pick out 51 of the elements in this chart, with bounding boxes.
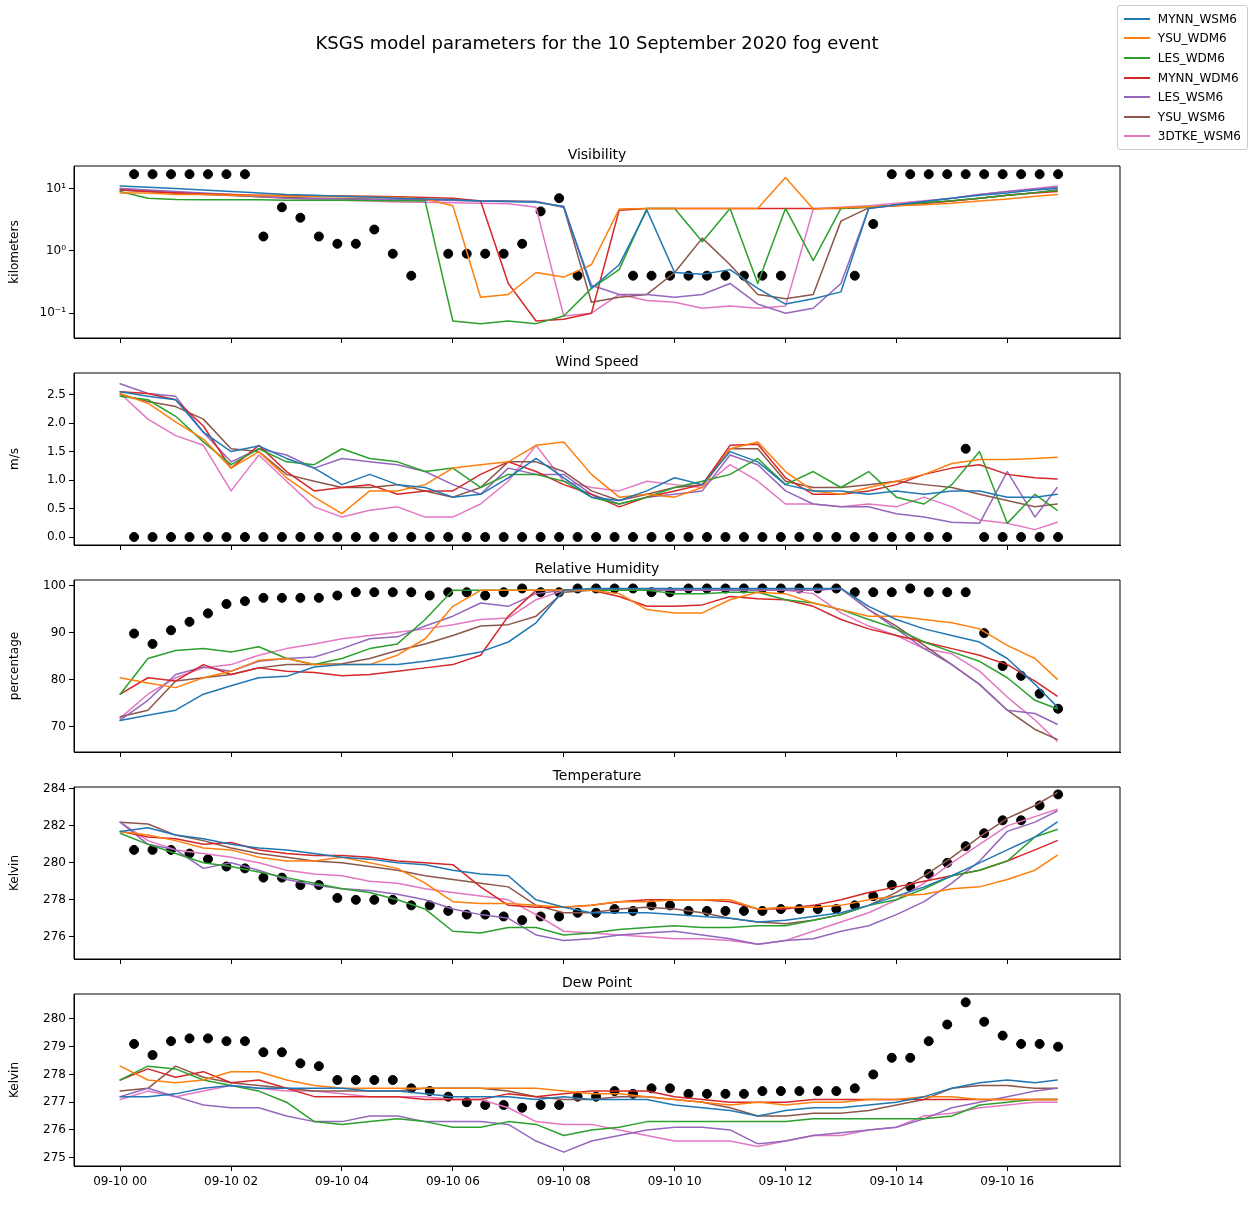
x-tick-label: 09-10 06 — [425, 1174, 480, 1189]
y-tick-label: 284 — [43, 780, 66, 795]
y-tick-label: 2.5 — [46, 386, 66, 401]
legend-label: LES_WSM6 — [1157, 90, 1224, 105]
y-axis-title: Kelvin — [7, 854, 22, 892]
y-tick-label: 10⁻¹ — [39, 305, 67, 320]
y-tick-label: 282 — [43, 817, 66, 832]
y-tick-label: 0.5 — [46, 500, 66, 515]
y-axis-title: Kelvin — [7, 1061, 22, 1099]
y-tick-label: 275 — [43, 1149, 66, 1164]
y-tick-label: 10⁰ — [45, 243, 67, 257]
y-tick-label: 0.0 — [46, 529, 66, 544]
chart-title: KSGS model parameters for the 10 September 2020 fog event — [314, 32, 880, 53]
y-tick-label: 100 — [43, 577, 66, 592]
legend-label: MYNN_WSM6 — [1157, 11, 1237, 26]
y-axis-title: m/s — [7, 448, 22, 470]
y-tick-label: 278 — [43, 1066, 66, 1081]
x-tick-label: 09-10 16 — [980, 1174, 1035, 1189]
x-tick-label: 09-10 12 — [758, 1174, 813, 1189]
x-tick-label: 09-10 04 — [314, 1174, 369, 1189]
chart-title: Relative Humidity — [534, 559, 660, 576]
y-axis-title: percentage — [7, 631, 22, 701]
y-tick-label: 2.0 — [46, 415, 66, 430]
y-tick-label: 1.5 — [46, 443, 66, 458]
y-tick-label: 10¹ — [45, 180, 67, 195]
y-tick-label: 279 — [43, 1038, 66, 1053]
x-tick-label: 09-10 02 — [204, 1174, 259, 1189]
y-tick-label: 80 — [50, 671, 66, 686]
legend-label: YSU_WDM6 — [1157, 31, 1227, 46]
y-tick-label: 280 — [43, 854, 66, 869]
chart-title: Dew Point — [561, 973, 633, 990]
y-tick-label: 1.0 — [46, 472, 66, 487]
y-axis-title: kilometers — [7, 220, 22, 284]
x-tick-label: 09-10 14 — [869, 1174, 924, 1189]
legend-label: MYNN_WDM6 — [1157, 70, 1239, 85]
x-tick-label: 09-10 08 — [536, 1174, 591, 1189]
x-tick-label: 09-10 10 — [647, 1174, 702, 1189]
y-tick-label: 90 — [50, 624, 66, 639]
legend-label: YSU_WSM6 — [1157, 109, 1226, 124]
chart-subtitle: Visibility — [567, 145, 627, 162]
chart-title: Temperature — [551, 766, 642, 783]
x-tick-label: 09-10 00 — [93, 1174, 148, 1189]
legend-label: LES_WDM6 — [1157, 50, 1225, 65]
y-tick-label: 276 — [43, 1122, 66, 1137]
chart-title: Wind Speed — [555, 352, 639, 369]
y-tick-label: 276 — [43, 928, 66, 943]
legend-label: 3DTKE_WSM6 — [1157, 129, 1241, 144]
y-tick-label: 278 — [43, 891, 66, 906]
y-tick-label: 70 — [50, 718, 66, 733]
y-tick-label: 277 — [43, 1094, 66, 1109]
y-tick-label: 280 — [43, 1011, 66, 1026]
